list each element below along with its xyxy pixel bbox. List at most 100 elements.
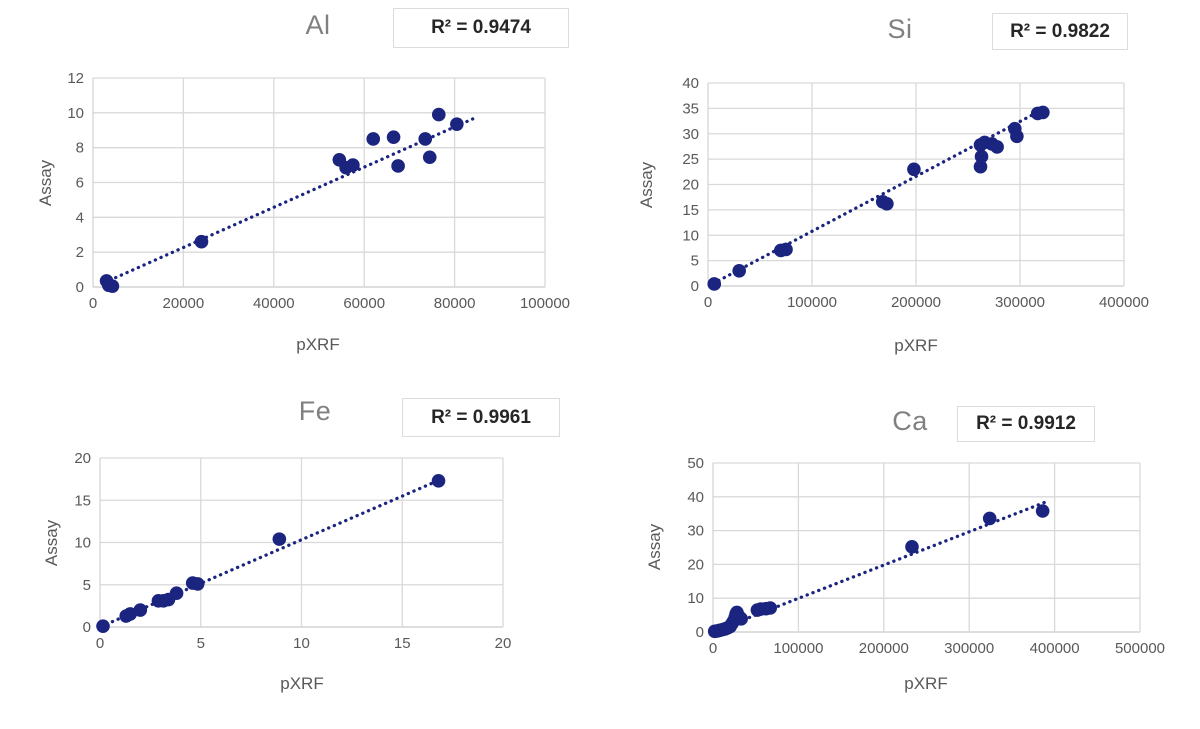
x-tick-label: 20000: [163, 295, 205, 312]
x-tick-label: 0: [96, 635, 104, 652]
data-point: [105, 279, 120, 293]
y-tick-label: 10: [687, 590, 704, 607]
data-point: [707, 277, 722, 291]
y-tick-label: 0: [83, 619, 91, 636]
y-tick-label: 20: [74, 450, 91, 467]
y-tick-label: 10: [74, 535, 91, 552]
y-axis-title-fe: Assay: [42, 519, 61, 567]
data-point: [431, 474, 446, 488]
r2-value-al: R² = 0.9474: [431, 17, 531, 38]
y-tick-label: 20: [687, 556, 704, 573]
r2-value-ca: R² = 0.9912: [976, 413, 1076, 434]
r2-box-fe: R² = 0.9961: [402, 398, 560, 437]
y-tick-label: 10: [67, 105, 84, 122]
r2-value-fe: R² = 0.9961: [431, 406, 531, 428]
x-tick-label: 5: [197, 635, 205, 652]
y-tick-label: 0: [76, 279, 84, 296]
data-point: [169, 586, 184, 600]
r2-box-al: R² = 0.9474: [393, 8, 569, 48]
trendline: [102, 117, 475, 285]
x-tick-label: 300000: [944, 640, 994, 657]
y-tick-label: 8: [76, 140, 84, 157]
data-point: [431, 107, 446, 122]
al-scatter-plot: 0 2 4 6 8 10 12 0 20000 40000 60000 80000 100000: [67, 70, 570, 312]
x-tick-label: 20: [495, 635, 512, 652]
y-tick-label: 10: [682, 227, 699, 244]
y-axis-title-ca: Assay: [645, 523, 664, 571]
y-tick-label: 30: [682, 126, 699, 143]
x-tick-label: 500000: [1115, 640, 1165, 657]
data-point: [450, 117, 464, 131]
chart-title-ca: Ca: [892, 406, 928, 436]
x-tick-label: 300000: [995, 294, 1045, 311]
y-tick-label: 12: [67, 70, 84, 87]
x-tick-label: 40000: [253, 295, 295, 312]
y-tick-label: 30: [687, 523, 704, 540]
data-point: [391, 159, 405, 173]
x-tick-label: 80000: [434, 295, 476, 312]
data-point: [907, 162, 921, 177]
y-tick-label: 50: [687, 455, 704, 472]
y-tick-label: 2: [76, 244, 84, 261]
fe-scatter-plot: 0 5 10 15 20 0 5 10 15 20: [74, 450, 512, 652]
chart-title-fe: Fe: [298, 396, 332, 426]
data-point: [190, 577, 205, 591]
x-tick-label: 0: [709, 640, 717, 657]
x-axis-title-al: pXRF: [296, 335, 340, 354]
x-tick-label: 100000: [787, 294, 837, 311]
y-tick-label: 5: [83, 577, 91, 594]
data-point: [1010, 129, 1024, 144]
x-tick-label: 10: [293, 635, 310, 652]
ca-scatter-plot: 0 10 20 30 40 50 0 100000 200000 300000 400000 5000…: [687, 455, 1165, 657]
si-scatter-plot: 0 5 10 15 20 25 30 35 40 0 100000 200000 300000 40000…: [682, 75, 1149, 311]
trendline: [711, 107, 1045, 286]
y-tick-label: 4: [76, 209, 84, 226]
data-point: [990, 140, 1004, 154]
x-tick-label: 200000: [891, 294, 941, 311]
data-point: [418, 132, 433, 146]
data-point: [973, 159, 988, 174]
r2-box-ca: R² = 0.9912: [957, 406, 1095, 442]
x-tick-label: 15: [394, 635, 411, 652]
data-point: [880, 196, 894, 211]
data-point: [422, 150, 437, 165]
y-tick-label: 40: [687, 489, 704, 506]
x-tick-label: 400000: [1099, 294, 1149, 311]
x-tick-label: 100000: [773, 640, 823, 657]
chart-panel-ca: 0 10 20 30 40 50 0 100000 200000 300000 400000 5000…: [600, 370, 1200, 729]
r2-box-si: R² = 0.9822: [992, 13, 1128, 50]
data-point: [732, 263, 746, 278]
y-tick-label: 25: [682, 151, 699, 168]
y-tick-label: 35: [682, 100, 699, 117]
chart-panel-fe: 0 5 10 15 20 0 5 10 15 20 Fe R² = 0.9961 Assay pX…: [0, 370, 600, 729]
data-point: [982, 511, 997, 526]
chart-panel-al: 0 2 4 6 8 10 12 0 20000 40000 60000 80000 100000 Al …: [0, 0, 600, 370]
x-tick-label: 100000: [520, 295, 570, 312]
x-tick-label: 0: [89, 295, 97, 312]
x-tick-label: 200000: [859, 640, 909, 657]
data-point: [974, 149, 989, 164]
y-tick-label: 15: [682, 202, 699, 219]
x-tick-label: 60000: [343, 295, 385, 312]
data-point: [386, 130, 401, 145]
data-point: [1035, 504, 1050, 518]
data-point: [96, 619, 110, 633]
y-tick-label: 0: [696, 624, 704, 641]
r2-value-si: R² = 0.9822: [1010, 20, 1110, 42]
x-axis-title-si: pXRF: [894, 336, 938, 355]
y-axis-title-si: Assay: [637, 161, 656, 209]
y-tick-label: 15: [74, 492, 91, 509]
x-tick-label: 0: [704, 294, 712, 311]
data-point: [1036, 105, 1050, 120]
y-axis-title-al: Assay: [36, 159, 55, 207]
y-tick-label: 6: [76, 175, 84, 192]
y-tick-label: 20: [682, 177, 699, 194]
x-axis-title-ca: pXRF: [904, 674, 948, 693]
data-point: [346, 158, 360, 172]
data-point: [133, 603, 148, 617]
data-point: [905, 540, 919, 554]
data-point: [366, 132, 381, 146]
y-tick-label: 0: [691, 278, 699, 295]
y-tick-label: 40: [682, 75, 699, 92]
